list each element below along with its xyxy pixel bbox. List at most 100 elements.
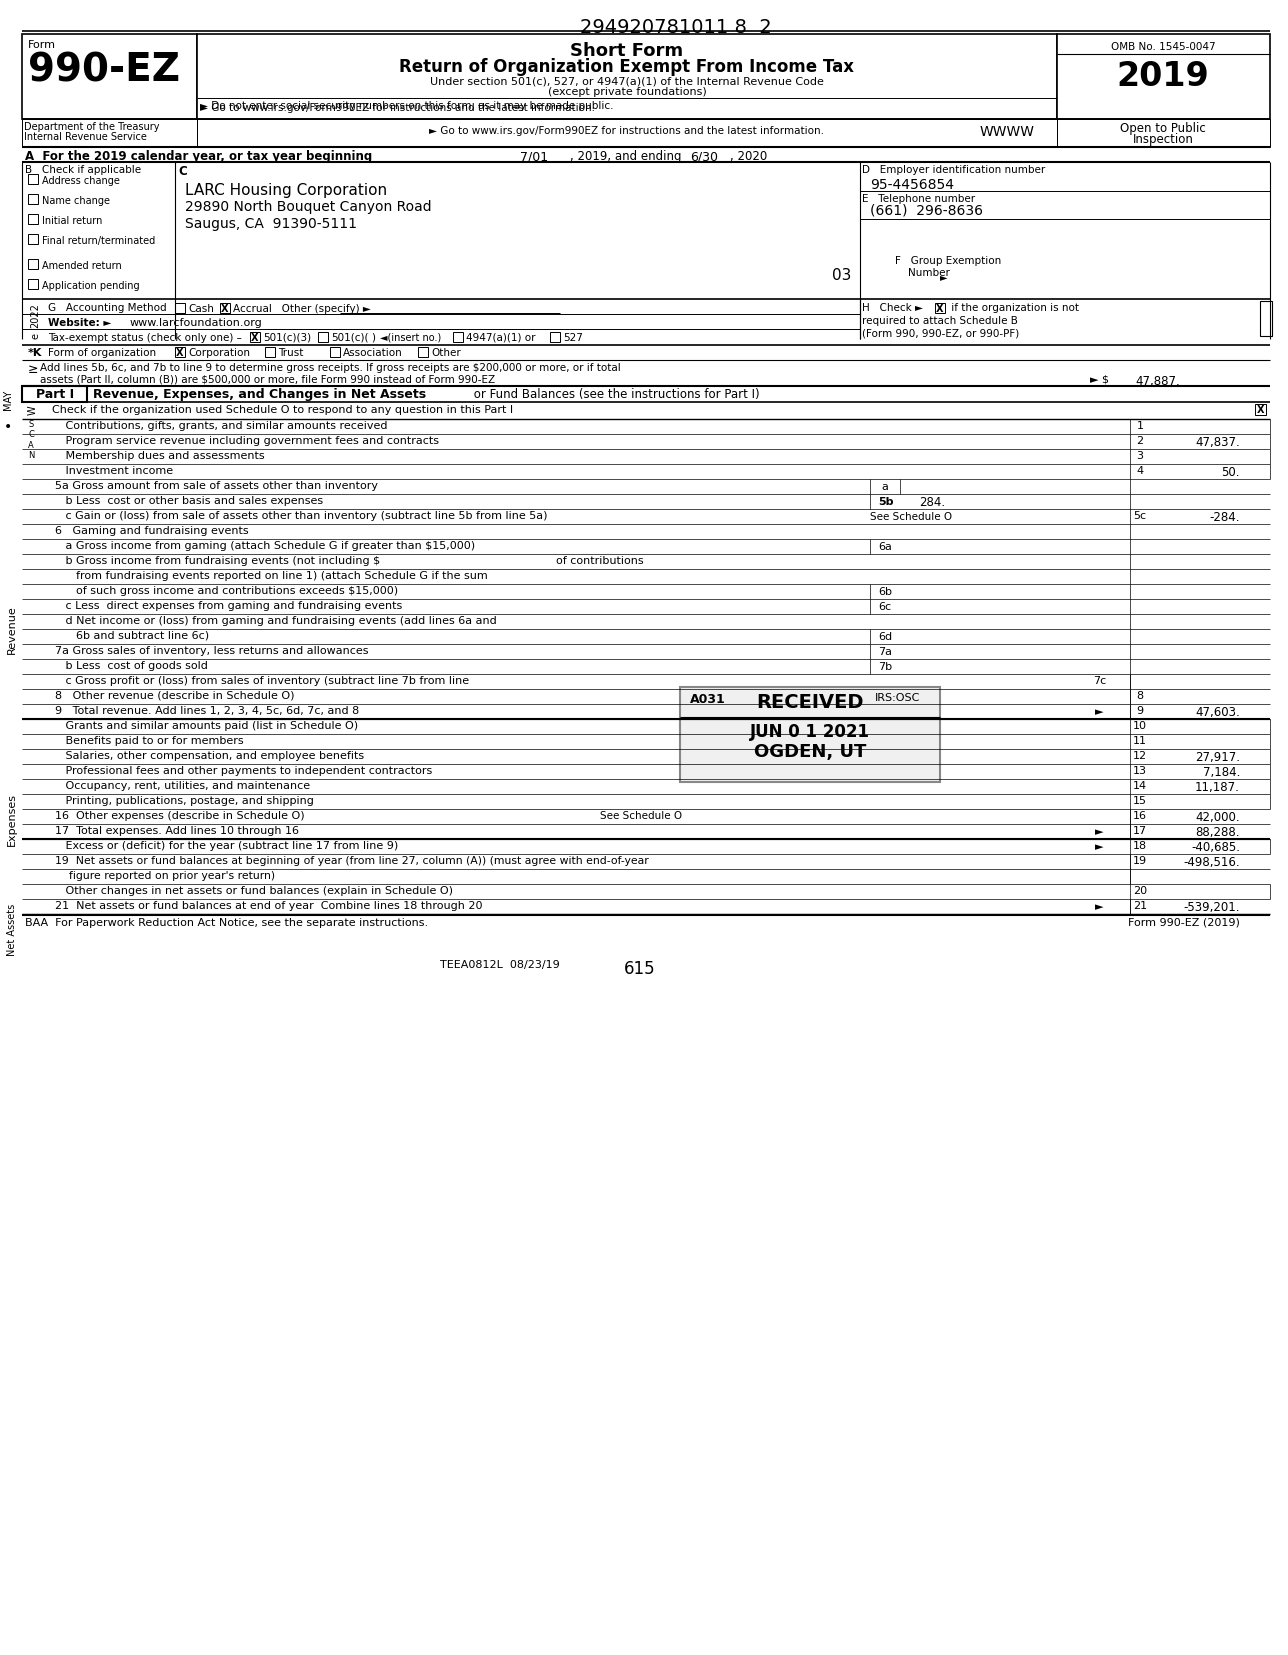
Text: b Less  cost of goods sold: b Less cost of goods sold [55, 660, 207, 670]
Text: S
C
A
N: S C A N [28, 420, 35, 460]
Text: X: X [176, 348, 184, 357]
Text: Open to Public: Open to Public [1121, 122, 1206, 136]
Text: Address change: Address change [43, 175, 120, 185]
Text: 8   Other revenue (describe in Schedule O): 8 Other revenue (describe in Schedule O) [55, 690, 295, 700]
Text: Contributions, gifts, grants, and similar amounts received: Contributions, gifts, grants, and simila… [55, 420, 388, 430]
Text: X: X [936, 305, 944, 314]
Text: Net Assets: Net Assets [6, 904, 17, 955]
Text: www.larcfoundation.org: www.larcfoundation.org [130, 318, 263, 328]
Text: -539,201.: -539,201. [1184, 900, 1240, 914]
Text: 10: 10 [1133, 720, 1148, 730]
Bar [28, 280, 39, 290]
Text: -40,685.: -40,685. [1191, 841, 1240, 854]
Text: ► $: ► $ [1090, 374, 1109, 384]
Text: JUN 0 1 2021: JUN 0 1 2021 [750, 723, 869, 740]
Text: ): ) [371, 333, 375, 343]
Text: ►: ► [1095, 841, 1104, 851]
Bar [1260, 301, 1273, 338]
Text: Initial return: Initial return [43, 215, 102, 225]
Text: Tax-exempt status (check only one) –: Tax-exempt status (check only one) – [48, 333, 242, 343]
Text: LARC Housing Corporation: LARC Housing Corporation [185, 184, 388, 199]
Text: 14: 14 [1133, 781, 1148, 791]
Text: Cash: Cash [188, 305, 214, 314]
Text: Final return/terminated: Final return/terminated [43, 237, 156, 247]
Text: Corporation: Corporation [188, 348, 250, 357]
Text: 47,603.: 47,603. [1195, 705, 1240, 718]
Bar [1255, 405, 1266, 415]
Text: Part I: Part I [36, 387, 75, 401]
Bar [265, 348, 276, 357]
Text: or Fund Balances (see the instructions for Part I): or Fund Balances (see the instructions f… [470, 387, 760, 401]
Text: 7/01: 7/01 [520, 151, 549, 162]
Bar [250, 333, 260, 343]
Text: ► Go to www.irs.gov/Form990EZ for instructions and the latest information.: ► Go to www.irs.gov/Form990EZ for instru… [200, 103, 595, 113]
Text: 42,000.: 42,000. [1195, 811, 1240, 824]
Bar [22, 119, 197, 147]
Text: a Gross income from gaming (attach Schedule G if greater than $15,000): a Gross income from gaming (attach Sched… [55, 541, 475, 551]
Text: E   Telephone number: E Telephone number [862, 194, 975, 204]
Text: 501(c)(3): 501(c)(3) [263, 333, 312, 343]
Text: Number: Number [895, 268, 949, 278]
Text: ►: ► [940, 271, 948, 281]
Text: 284.: 284. [918, 496, 945, 508]
Text: Revenue, Expenses, and Changes in Net Assets: Revenue, Expenses, and Changes in Net As… [93, 387, 426, 401]
Text: 4947(a)(1) or: 4947(a)(1) or [466, 333, 536, 343]
Text: ► Do not enter social security numbers on this form, as it may be made public.: ► Do not enter social security numbers o… [200, 101, 613, 111]
Text: 7b: 7b [878, 662, 893, 672]
Text: 6/30: 6/30 [690, 151, 717, 162]
Text: •: • [4, 420, 12, 434]
Text: ►: ► [1095, 902, 1104, 912]
Text: 6   Gaming and fundraising events: 6 Gaming and fundraising events [55, 526, 249, 536]
Text: ►: ► [1095, 826, 1104, 836]
Text: figure reported on prior year's return): figure reported on prior year's return) [55, 871, 276, 880]
Text: 8: 8 [1136, 690, 1144, 700]
Text: Department of the Treasury: Department of the Treasury [24, 122, 160, 132]
Bar [550, 333, 560, 343]
Text: a: a [881, 482, 889, 492]
Text: 990-EZ: 990-EZ [28, 51, 180, 89]
Text: Benefits paid to or for members: Benefits paid to or for members [55, 735, 243, 745]
Text: ≥: ≥ [28, 362, 39, 376]
Text: D   Employer identification number: D Employer identification number [862, 166, 1046, 175]
Bar [453, 333, 462, 343]
Text: 5c: 5c [1133, 511, 1146, 521]
Text: 6d: 6d [878, 632, 893, 642]
Text: Accrual   Other (specify) ►: Accrual Other (specify) ► [233, 305, 371, 314]
Text: Check if the organization used Schedule O to respond to any question in this Par: Check if the organization used Schedule … [39, 405, 513, 415]
Text: 5b: 5b [878, 496, 894, 506]
Text: 16: 16 [1133, 811, 1148, 821]
Text: B   Check if applicable: B Check if applicable [24, 166, 142, 175]
Text: , 2020: , 2020 [730, 151, 768, 162]
Text: Occupancy, rent, utilities, and maintenance: Occupancy, rent, utilities, and maintena… [55, 781, 310, 791]
Bar [1057, 35, 1270, 119]
Bar [197, 119, 1057, 147]
Text: 50.: 50. [1221, 465, 1240, 478]
Text: Name change: Name change [43, 195, 109, 205]
Text: Membership dues and assessments: Membership dues and assessments [55, 450, 264, 460]
Text: A031: A031 [690, 692, 725, 705]
Text: (661)  296-8636: (661) 296-8636 [869, 204, 983, 218]
Text: W: W [28, 405, 39, 414]
Bar [935, 305, 945, 314]
Text: 2022: 2022 [30, 303, 40, 328]
Text: 11: 11 [1133, 735, 1148, 745]
Text: Inspection: Inspection [1132, 132, 1194, 146]
Bar [28, 235, 39, 245]
Text: A  For the 2019 calendar year, or tax year beginning: A For the 2019 calendar year, or tax yea… [24, 151, 372, 162]
Text: Trust: Trust [278, 348, 304, 357]
Text: 6a: 6a [878, 541, 891, 551]
Text: 6c: 6c [878, 602, 891, 612]
Text: Add lines 5b, 6c, and 7b to line 9 to determine gross receipts. If gross receipt: Add lines 5b, 6c, and 7b to line 9 to de… [40, 362, 621, 372]
Text: 527: 527 [563, 333, 583, 343]
Text: G   Accounting Method: G Accounting Method [48, 303, 166, 313]
Text: c Less  direct expenses from gaming and fundraising events: c Less direct expenses from gaming and f… [55, 601, 402, 611]
Text: Form 990-EZ (2019): Form 990-EZ (2019) [1128, 917, 1240, 927]
Text: BAA  For Paperwork Reduction Act Notice, see the separate instructions.: BAA For Paperwork Reduction Act Notice, … [24, 917, 428, 927]
Text: -498,516.: -498,516. [1184, 856, 1240, 869]
Text: 19: 19 [1133, 856, 1148, 866]
Text: 7a: 7a [878, 647, 893, 657]
Bar [28, 175, 39, 185]
Text: b Less  cost or other basis and sales expenses: b Less cost or other basis and sales exp… [55, 496, 323, 506]
Text: assets (Part II, column (B)) are $500,000 or more, file Form 990 instead of Form: assets (Part II, column (B)) are $500,00… [40, 374, 495, 384]
Text: 12: 12 [1133, 751, 1148, 761]
